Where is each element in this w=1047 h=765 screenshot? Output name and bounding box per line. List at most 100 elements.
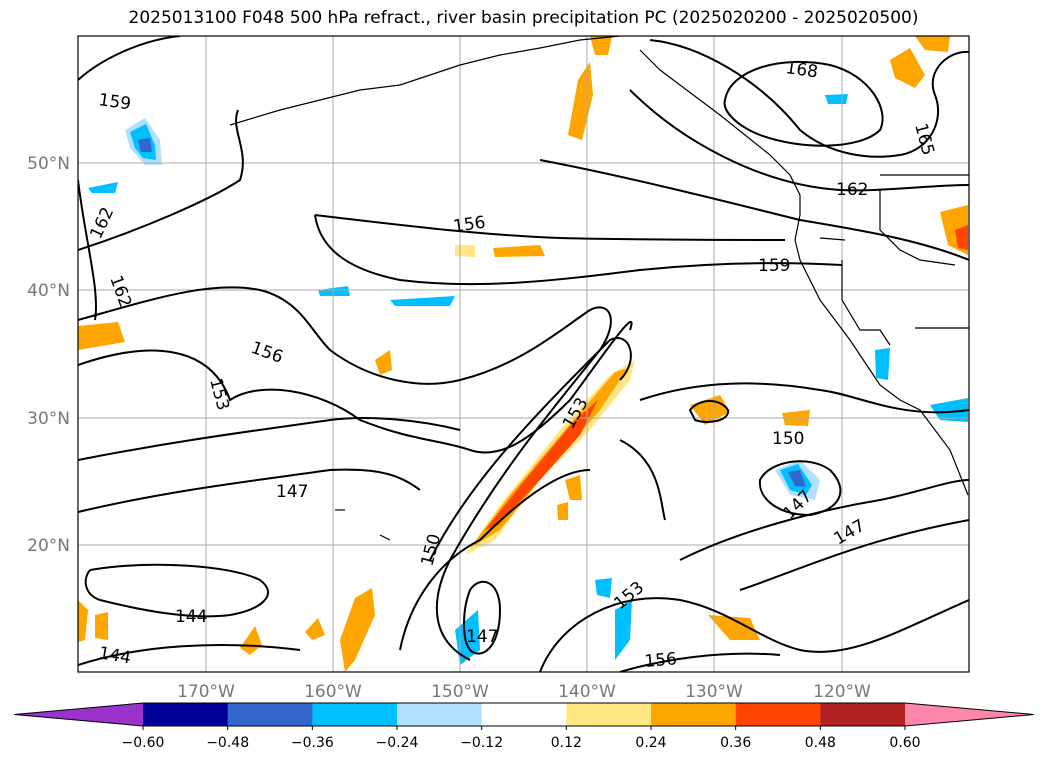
colorbar xyxy=(13,702,1035,727)
shade-blue-patch-4 xyxy=(455,610,480,665)
lat-label: 30°N xyxy=(27,409,70,429)
map-border xyxy=(77,35,970,673)
contour-144-south xyxy=(78,644,301,666)
shade-ne-orange-2 xyxy=(915,36,950,52)
colorbar-segment xyxy=(651,703,737,726)
shade-blue-patch-1 xyxy=(88,182,118,193)
longitude-labels: 170°W 160°W 150°W 140°W 130°W 120°W xyxy=(177,682,871,702)
contour-label: 165 xyxy=(910,121,938,158)
colorbar-segment xyxy=(143,703,229,726)
contour-147-south xyxy=(399,469,591,651)
shade-orange-patch-9 xyxy=(590,36,612,55)
colorbar-extend-high xyxy=(905,703,1034,726)
contour-label: 144 xyxy=(97,643,132,668)
colorbar-tick-label: 0.36 xyxy=(720,735,751,751)
shade-sw-orange-4 xyxy=(305,618,325,640)
colorbar-segment xyxy=(227,703,313,726)
shade-ne-red xyxy=(955,225,968,250)
colorbar-tick-label: −0.48 xyxy=(206,735,249,751)
shade-sw-orange-2 xyxy=(340,588,375,672)
colorbar-segment xyxy=(397,703,483,726)
contour-147-east-lower xyxy=(739,519,969,591)
contour-147-east xyxy=(679,479,969,561)
shade-orange-patch-5 xyxy=(493,245,545,257)
contour-153-south xyxy=(539,597,969,672)
shade-sw-orange-3 xyxy=(240,626,262,655)
contour-lines xyxy=(78,36,969,672)
contour-150 xyxy=(78,337,666,561)
contour-label: 168 xyxy=(784,58,819,82)
shade-sw-orange-1 xyxy=(78,600,88,642)
shade-blue-patch-8 xyxy=(875,348,890,380)
contour-162 xyxy=(78,89,969,321)
contour-label: 153 xyxy=(205,376,233,413)
shade-orange-patch-2 xyxy=(708,615,760,640)
shade-west-orange xyxy=(78,322,125,350)
colorbar-tick-label: −0.60 xyxy=(122,735,165,751)
lon-label: 170°W xyxy=(177,682,235,702)
colorbar-segment xyxy=(566,703,652,726)
shade-east-blue-core xyxy=(788,470,806,487)
contour-165 xyxy=(649,39,969,158)
contour-159-middle xyxy=(78,109,969,261)
contour-label: 162 xyxy=(836,180,868,200)
lon-label: 140°W xyxy=(558,682,616,702)
lon-label: 130°W xyxy=(685,682,743,702)
shade-orange-patch-10 xyxy=(95,612,108,640)
colorbar-tick-label: 0.24 xyxy=(635,735,666,751)
lat-label: 20°N xyxy=(27,536,70,556)
contour-156-loop xyxy=(78,286,612,661)
lon-label: 160°W xyxy=(304,682,362,702)
shade-blue-patch-2 xyxy=(318,286,350,296)
contour-156-south xyxy=(619,652,781,672)
shade-blue-patch-9 xyxy=(825,94,848,104)
contour-label: 147 xyxy=(276,482,308,502)
colorbar-segment xyxy=(312,703,398,726)
chart-title: 2025013100 F048 500 hPa refract., river … xyxy=(128,8,919,28)
shade-jet-band-inner xyxy=(485,400,598,530)
colorbar-segment xyxy=(820,703,906,726)
shade-blue-patch-3 xyxy=(390,296,455,306)
contour-147-loop xyxy=(758,460,842,517)
contour-150-east xyxy=(639,382,969,414)
contour-label: 156 xyxy=(644,649,678,672)
contour-loop-small xyxy=(688,400,730,423)
contour-label: 156 xyxy=(452,213,487,237)
contour-label: 150 xyxy=(418,532,446,569)
colorbar-tick-label: 0.60 xyxy=(889,735,920,751)
shade-orange-patch-4 xyxy=(455,245,475,257)
contour-label: 162 xyxy=(105,273,135,310)
colorbar-tick-label: −0.24 xyxy=(376,735,419,751)
contour-147-west xyxy=(78,468,421,513)
shade-orange-patch-8 xyxy=(557,502,568,520)
colorbar-tick-label: 0.48 xyxy=(805,735,836,751)
colorbar-segment xyxy=(481,703,567,726)
contour-label: 159 xyxy=(758,256,790,276)
contour-label: 162 xyxy=(86,204,118,242)
colorbar-extend-low xyxy=(14,703,143,726)
gridlines xyxy=(78,36,969,672)
colorbar-labels: −0.60 −0.48 −0.36 −0.24 −0.12 0.12 0.24 0.36 0.4… xyxy=(122,726,921,751)
contour-159-north xyxy=(78,36,181,81)
contour-147-small-loop xyxy=(463,580,502,655)
shade-blue-patch-7 xyxy=(930,398,968,422)
contour-label: 147 xyxy=(831,516,869,550)
contour-label-group: 159 168 165 162 162 162 156 159 156 153 … xyxy=(86,58,937,672)
lat-label: 40°N xyxy=(27,281,70,301)
shade-ne-orange-1 xyxy=(890,48,925,88)
colorbar-tick-label: −0.36 xyxy=(291,735,334,751)
contour-label: 150 xyxy=(772,429,804,449)
contour-label: 147 xyxy=(466,627,498,647)
lon-label: 150°W xyxy=(431,682,489,702)
shade-orange-patch-6 xyxy=(375,350,392,375)
contour-156-upper xyxy=(314,214,786,241)
shade-nw-blue-core xyxy=(138,138,152,152)
contour-label: 159 xyxy=(97,90,132,114)
colorbar-segment xyxy=(735,703,821,726)
shade-north-streak xyxy=(568,62,593,140)
lat-label: 50°N xyxy=(27,154,70,174)
shade-orange-patch-7 xyxy=(565,475,582,500)
contour-153 xyxy=(78,321,633,454)
lon-label: 120°W xyxy=(813,682,871,702)
